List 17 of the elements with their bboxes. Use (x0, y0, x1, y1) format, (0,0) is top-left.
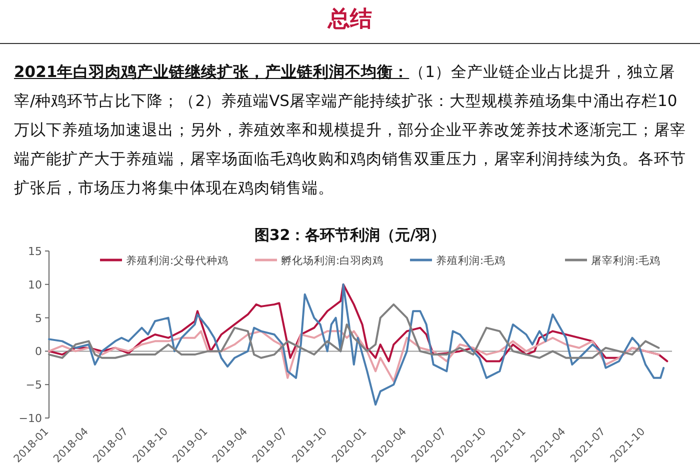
text: 2021年白羽肉鸡产业链继续扩张，产业链利润不均衡： (14, 63, 410, 81)
line-series (48, 283, 668, 362)
y-tick-label: −10 (18, 412, 42, 425)
text: 总结 (326, 6, 373, 34)
legend-label: 屠宰利润:毛鸡 (591, 254, 661, 267)
y-tick-label: 5 (35, 312, 42, 325)
line-series (48, 330, 660, 382)
line-series (48, 303, 660, 359)
legend-label: 养殖利润:父母代种鸡 (126, 254, 229, 267)
y-tick-label: 10 (28, 278, 42, 292)
line-series (48, 283, 665, 406)
y-tick-label: 15 (28, 245, 42, 258)
y-tick-label: 0 (35, 345, 42, 358)
y-tick-label: −5 (26, 378, 42, 392)
legend-label: 孵化场利润:白羽肉鸡 (281, 254, 384, 267)
legend-label: 养殖利润:毛鸡 (436, 254, 506, 267)
chart-title: 图32：各环节利润（元/羽） (254, 226, 446, 244)
